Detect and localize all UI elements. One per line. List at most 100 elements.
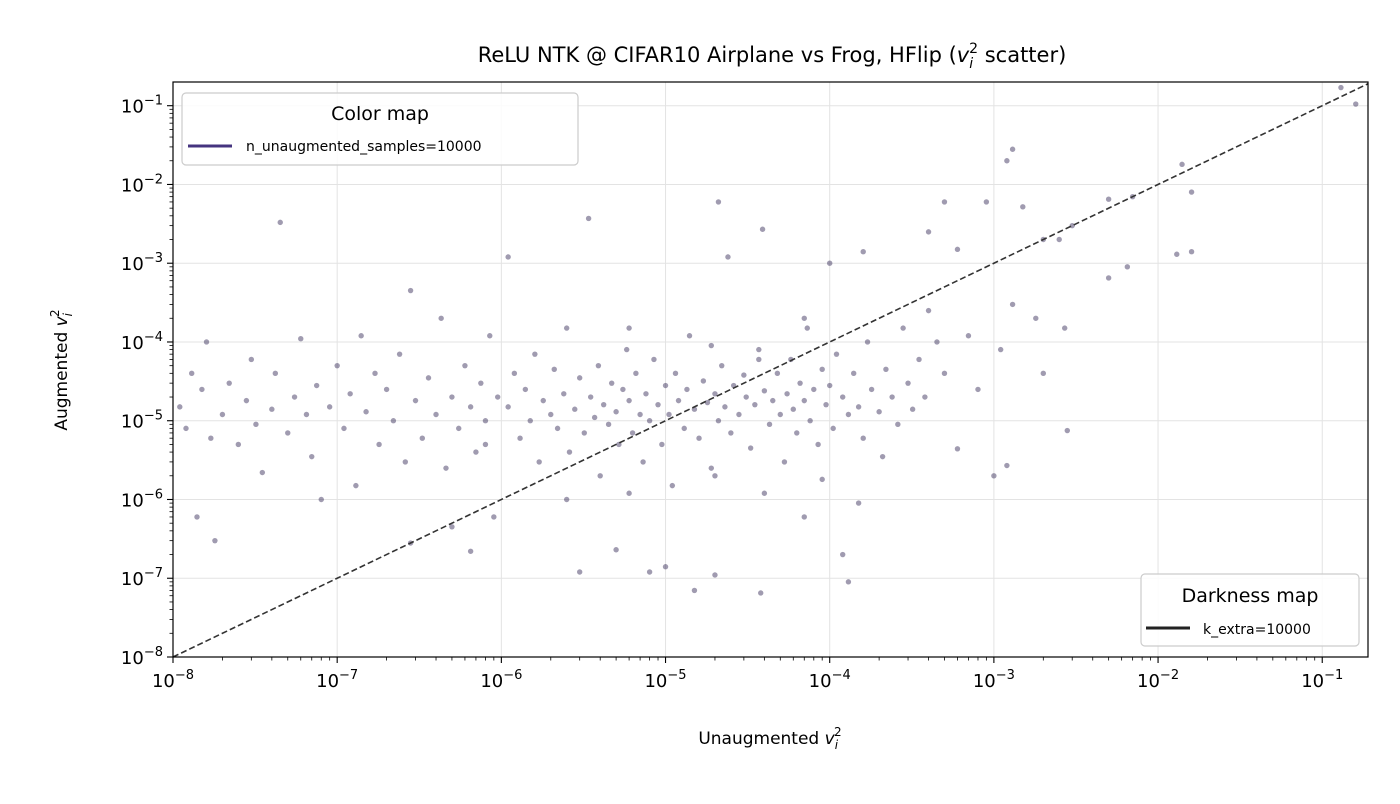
legend-color-map: Color map n_unaugmented_samples=10000 (181, 92, 579, 166)
y-tick-label: 10−6 (121, 487, 163, 511)
scatter-point (581, 430, 587, 436)
scatter-point (1179, 161, 1185, 168)
scatter-point (712, 391, 718, 397)
scatter-point (462, 362, 468, 369)
legend-darkness-map: Darkness map k_extra=10000 (1140, 573, 1360, 647)
scatter-point (1009, 301, 1016, 308)
scatter-point (303, 411, 310, 418)
scatter-point (511, 370, 518, 377)
scatter-point (766, 421, 773, 428)
scatter-point (895, 421, 901, 428)
x-tick-label: 10−5 (644, 668, 686, 692)
scatter-point (646, 569, 653, 575)
scatter-point (934, 339, 940, 345)
scatter-point (1004, 158, 1010, 164)
scatter-point (850, 370, 857, 377)
y-tick-label: 10−7 (121, 566, 163, 590)
scatter-point (777, 411, 783, 418)
scatter-point (235, 441, 242, 448)
scatter-point (309, 453, 315, 460)
scatter-point (997, 346, 1004, 353)
scatter-point (259, 469, 266, 476)
scatter-point (876, 409, 882, 415)
scatter-point (1338, 84, 1344, 91)
scatter-point (505, 404, 511, 410)
scatter-point (478, 380, 484, 386)
scatter-point (551, 366, 557, 372)
scatter-point (725, 254, 731, 260)
scatter-point (269, 406, 275, 412)
scatter-point (662, 564, 669, 570)
scatter-point (620, 386, 626, 393)
scatter-point (566, 449, 573, 455)
x-tick-label: 10−1 (1301, 668, 1343, 692)
x-tick-label: 10−7 (316, 668, 358, 692)
scatter-point (1188, 249, 1195, 255)
scatter-point (1124, 264, 1131, 270)
scatter-point (396, 351, 403, 357)
scatter-point (655, 401, 661, 408)
scatter-point (597, 473, 603, 479)
scatter-point (629, 430, 636, 436)
scatter-point (419, 435, 426, 441)
scatter-point (712, 473, 718, 479)
scatter-point (243, 397, 250, 404)
scatter-point (662, 382, 669, 389)
y-tick-label: 10−3 (121, 251, 163, 275)
scatter-point (576, 569, 583, 575)
scatter-point (248, 356, 255, 363)
scatter-point (1062, 325, 1068, 331)
scatter-point (383, 386, 390, 393)
scatter-point (736, 411, 742, 418)
scatter-point (358, 333, 364, 339)
scatter-point (412, 397, 419, 404)
scatter-point (811, 386, 817, 393)
scatter-point (855, 404, 862, 410)
scatter-point (219, 411, 226, 418)
scatter-point (473, 449, 479, 455)
scatter-point (608, 380, 615, 386)
scatter-point (527, 418, 533, 424)
scatter-point (747, 445, 754, 451)
scatter-point (1020, 204, 1026, 210)
scatter-point (277, 219, 283, 226)
y-tick-label: 10−2 (121, 172, 163, 196)
scatter-point (669, 482, 676, 489)
scatter-point (975, 386, 981, 393)
scatter-point (372, 370, 378, 377)
scatter-point (1174, 251, 1180, 257)
scatter-point (770, 397, 776, 404)
scatter-point (941, 199, 948, 205)
scatter-point (827, 382, 833, 389)
scatter-point (941, 370, 948, 377)
legend-darkness-map-label: k_extra=10000 (1203, 622, 1311, 638)
scatter-point (572, 406, 578, 412)
scatter-point (879, 453, 886, 460)
scatter-point (759, 226, 766, 232)
scatter-point (626, 397, 632, 404)
scatter-point (443, 465, 449, 471)
scatter-point (704, 399, 711, 406)
scatter-point (801, 514, 807, 520)
scatter-point (376, 441, 382, 448)
scatter-point (1004, 462, 1010, 469)
scatter-point (390, 418, 397, 424)
scatter-point (626, 490, 632, 496)
scatter-point (646, 418, 653, 424)
scatter-point (522, 386, 529, 393)
x-tick-label: 10−4 (809, 668, 851, 692)
identity-reference-line (172, 83, 1369, 658)
scatter-point (576, 375, 583, 381)
plot-frame (172, 81, 1369, 658)
y-axis-label: Augmented vi2 (48, 309, 75, 430)
x-axis-label: Unaugmented vi2 (698, 725, 841, 752)
scatter-point (1040, 370, 1047, 377)
scatter-point (438, 315, 444, 321)
scatter-point (272, 370, 279, 377)
scatter-point (830, 425, 836, 432)
scatter-point (659, 441, 665, 448)
scatter-point (595, 362, 602, 369)
scatter-point (900, 325, 906, 331)
scatter-point (651, 356, 657, 363)
scatter-point (318, 496, 324, 503)
